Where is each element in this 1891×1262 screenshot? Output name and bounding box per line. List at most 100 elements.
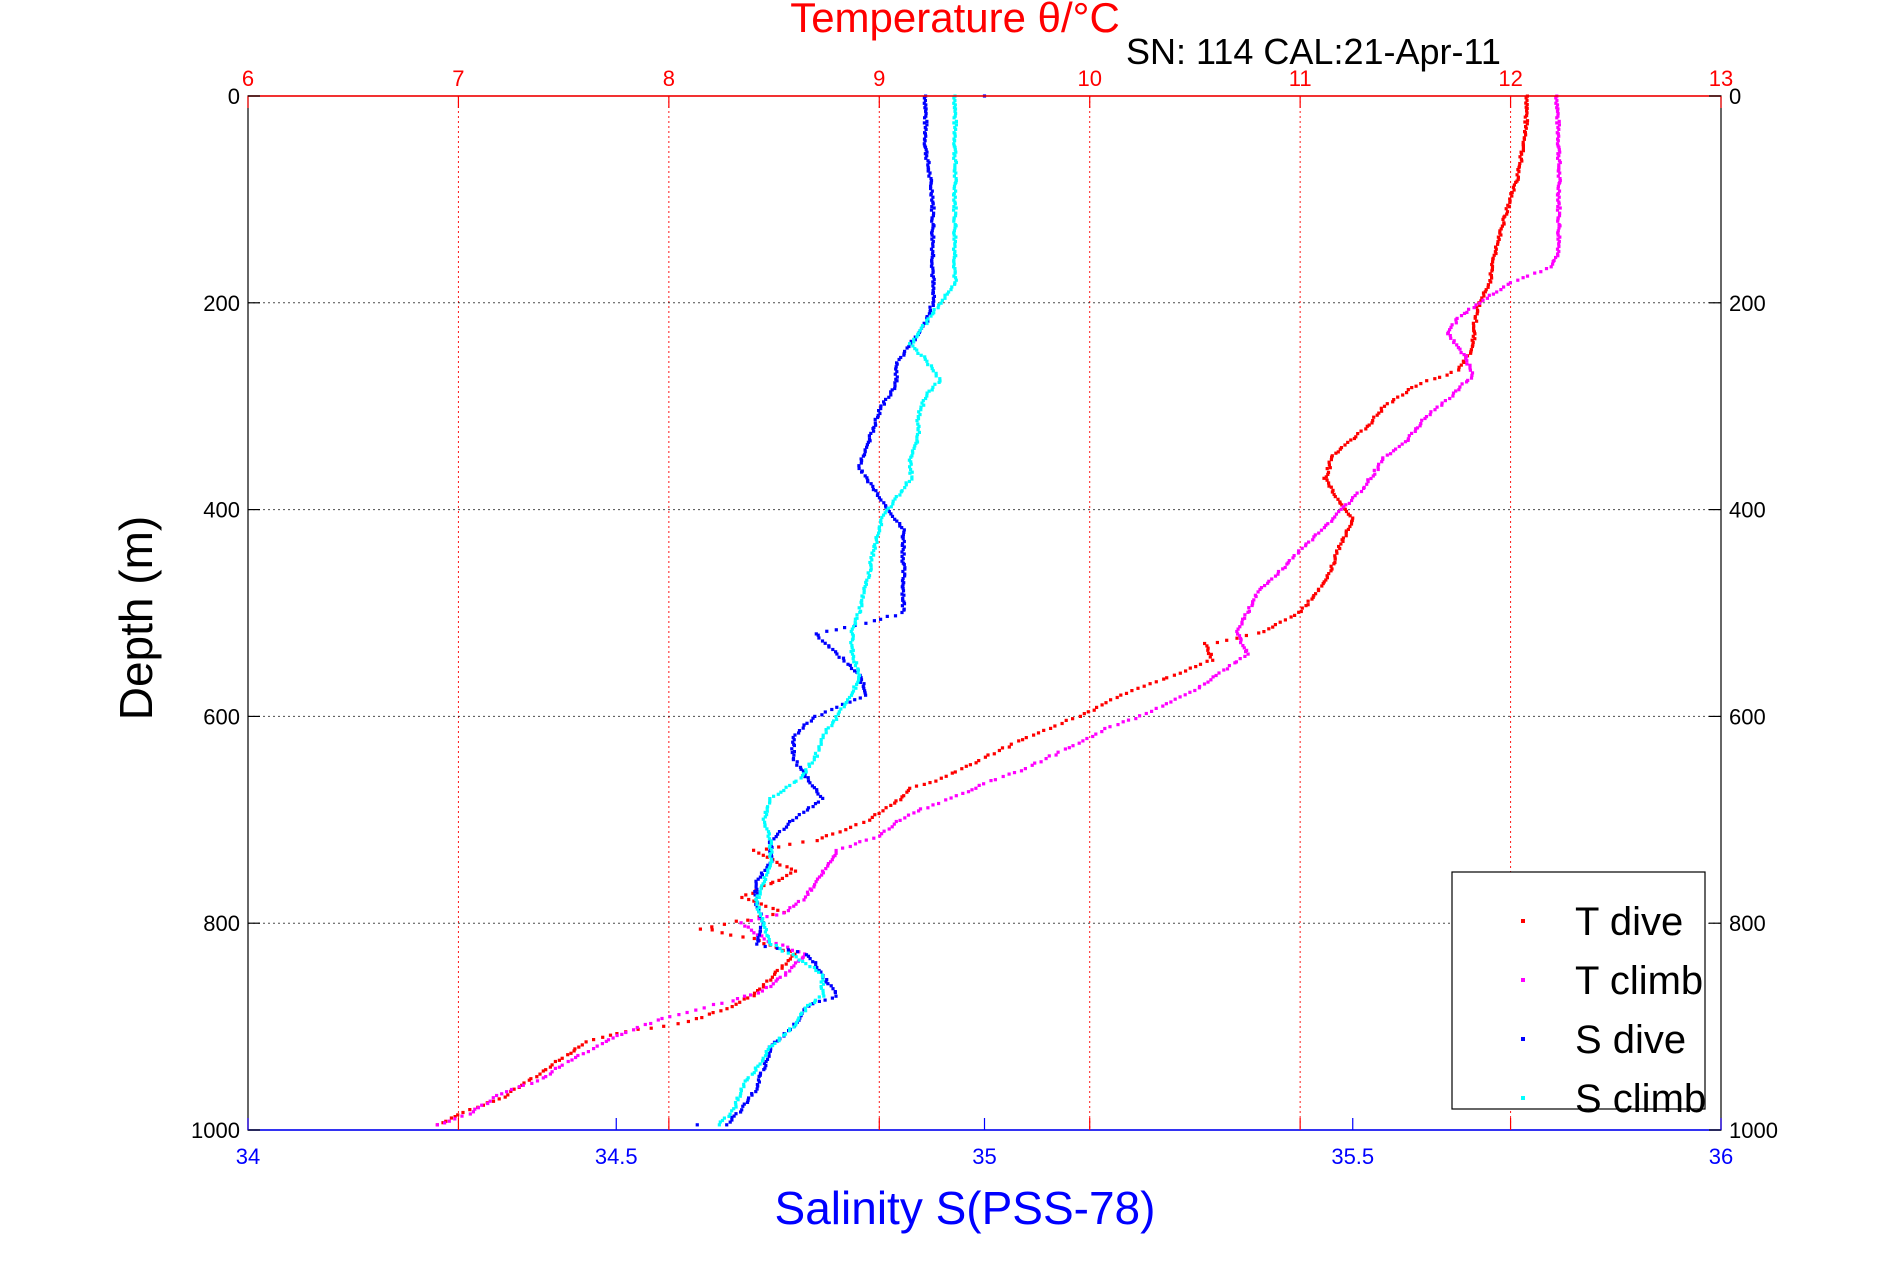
data-point <box>1327 572 1331 576</box>
data-point <box>952 116 956 120</box>
data-point <box>1494 245 1498 249</box>
data-point <box>768 801 772 805</box>
data-point <box>1490 264 1495 268</box>
data-point <box>952 205 956 209</box>
data-point <box>931 249 935 254</box>
data-point <box>902 600 906 604</box>
data-point <box>924 148 928 152</box>
data-point <box>898 818 902 822</box>
data-point <box>1023 767 1027 771</box>
data-point <box>872 429 876 433</box>
data-point <box>806 779 811 783</box>
data-point <box>814 964 818 968</box>
data-point <box>932 235 936 239</box>
data-point <box>1381 457 1385 461</box>
data-point <box>953 145 957 149</box>
data-point <box>953 148 957 152</box>
data-point <box>1344 529 1348 533</box>
data-point <box>920 401 924 405</box>
data-point <box>826 862 830 866</box>
data-point <box>977 783 981 787</box>
data-point <box>1349 522 1354 526</box>
data-point <box>906 788 910 793</box>
data-point <box>902 545 906 549</box>
data-point <box>827 645 831 649</box>
data-point <box>849 666 854 671</box>
data-point <box>1435 405 1439 409</box>
data-point <box>820 873 824 877</box>
data-point <box>1240 622 1244 626</box>
data-point <box>632 1028 636 1032</box>
data-point <box>815 790 819 794</box>
data-point <box>925 154 929 158</box>
data-point <box>1472 324 1476 328</box>
data-point <box>758 875 762 879</box>
data-point <box>1485 296 1489 300</box>
data-point <box>756 891 760 895</box>
data-point <box>892 822 896 826</box>
data-point <box>722 922 726 926</box>
data-point <box>700 1016 704 1020</box>
data-point <box>734 1002 738 1006</box>
data-point <box>1525 103 1529 107</box>
data-point <box>877 531 881 535</box>
data-point <box>1498 231 1502 235</box>
data-point <box>831 855 835 859</box>
data-point <box>831 647 835 652</box>
data-point <box>461 1110 465 1115</box>
data-point <box>808 1002 812 1006</box>
data-point <box>865 476 869 480</box>
data-point <box>736 1098 740 1102</box>
data-point <box>859 600 863 604</box>
data-point <box>777 845 781 849</box>
data-point <box>756 936 760 940</box>
data-point <box>1516 177 1520 181</box>
data-point <box>952 247 956 251</box>
data-point <box>1379 406 1383 410</box>
data-point <box>1267 579 1271 583</box>
data-point <box>1539 270 1543 274</box>
data-point <box>1469 348 1473 352</box>
data-point <box>1312 535 1316 539</box>
data-point <box>488 1099 492 1103</box>
data-point <box>1351 496 1355 500</box>
data-point <box>772 794 776 798</box>
data-point <box>471 1110 475 1114</box>
data-point <box>916 351 920 355</box>
data-point <box>809 719 813 723</box>
data-point <box>930 252 935 256</box>
temperature-tick-label: 6 <box>242 66 254 91</box>
data-point <box>1518 161 1522 166</box>
data-point <box>761 983 766 987</box>
data-point <box>767 832 771 836</box>
data-point <box>1451 394 1455 398</box>
data-point <box>852 660 856 664</box>
data-point <box>756 1064 760 1068</box>
data-point <box>812 786 816 790</box>
data-point <box>1348 524 1352 529</box>
data-point <box>811 805 815 809</box>
data-point <box>954 189 958 193</box>
data-point <box>686 1019 690 1024</box>
data-point <box>900 554 904 558</box>
data-point <box>824 728 828 732</box>
data-point <box>930 231 934 235</box>
depth-tick-label: 200 <box>203 291 240 316</box>
data-point <box>1327 484 1331 488</box>
data-point <box>849 650 853 654</box>
data-point <box>814 880 818 884</box>
data-point <box>1497 237 1501 241</box>
data-point <box>953 109 957 113</box>
data-point <box>843 702 847 706</box>
depth-tick-label-right: 600 <box>1729 704 1766 729</box>
data-point <box>817 999 821 1003</box>
data-point <box>557 1058 561 1062</box>
data-point <box>1501 217 1505 221</box>
data-point <box>925 119 929 123</box>
data-point <box>1556 169 1560 173</box>
data-point <box>786 945 790 949</box>
data-point <box>824 980 828 984</box>
data-point <box>553 1059 557 1064</box>
salinity-tick-label: 35.5 <box>1331 1144 1374 1169</box>
data-point <box>1235 636 1239 640</box>
